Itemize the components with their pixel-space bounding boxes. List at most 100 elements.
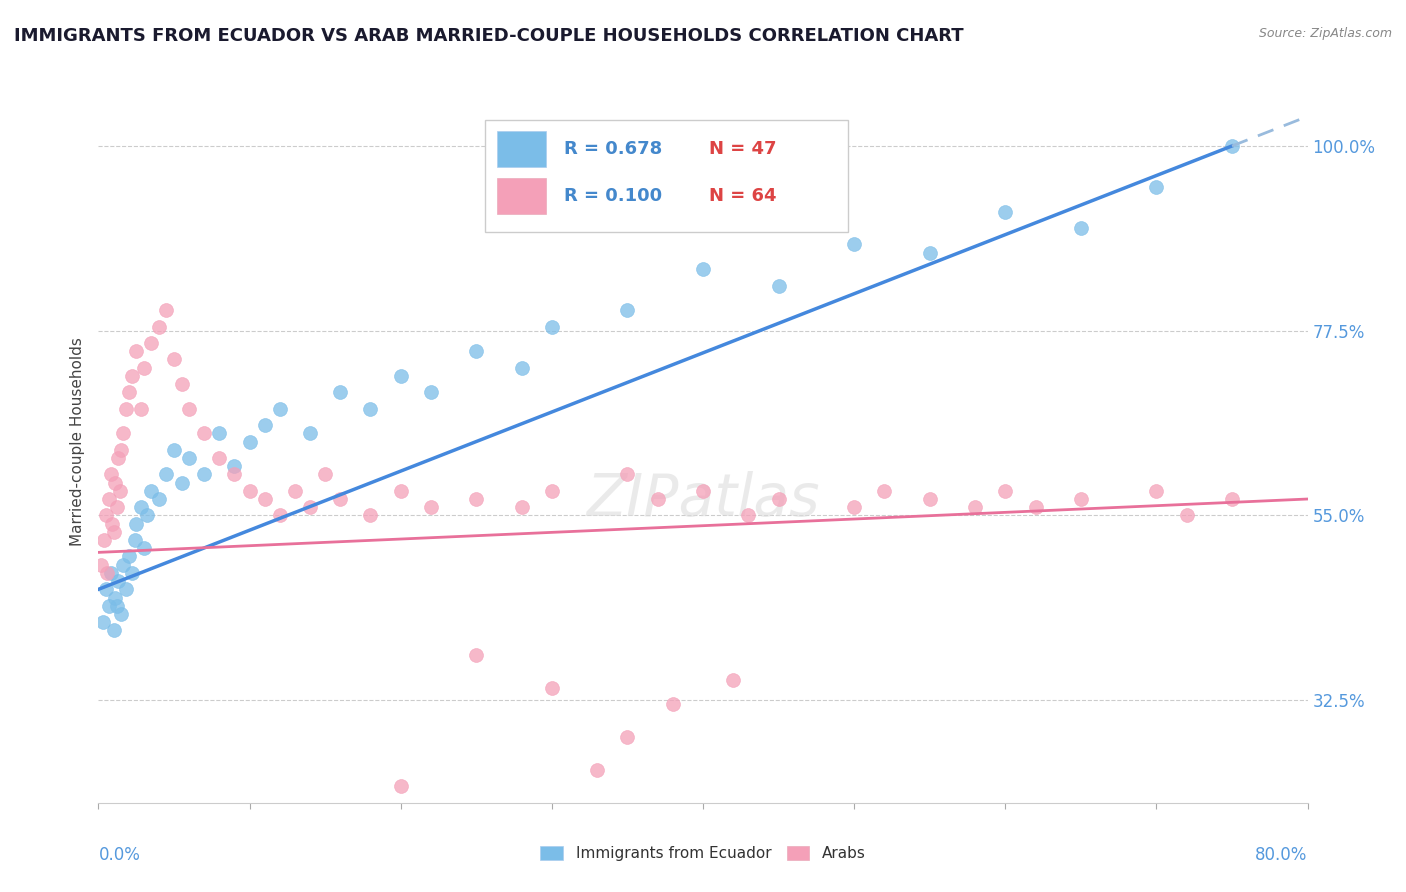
Point <box>90 558 112 572</box>
Point <box>540 681 562 695</box>
Point <box>389 483 412 498</box>
Point <box>616 303 638 318</box>
Point <box>224 467 246 482</box>
Point <box>208 426 231 441</box>
Point <box>465 491 488 506</box>
Point <box>104 591 127 605</box>
Point <box>239 483 262 498</box>
Point <box>118 549 141 564</box>
Point <box>284 483 307 498</box>
Point <box>1024 500 1046 515</box>
Point <box>100 566 122 580</box>
Point <box>844 500 866 515</box>
Point <box>105 500 128 515</box>
Point <box>93 533 115 547</box>
Point <box>586 763 609 777</box>
Point <box>94 582 117 597</box>
Point <box>465 344 488 359</box>
Point <box>616 730 638 744</box>
Point <box>163 442 186 457</box>
Point <box>389 368 412 383</box>
Point <box>111 558 134 572</box>
Point <box>148 319 170 334</box>
Point <box>239 434 262 449</box>
Point <box>163 352 186 367</box>
Legend: Immigrants from Ecuador, Arabs: Immigrants from Ecuador, Arabs <box>534 840 872 867</box>
Point <box>129 500 152 515</box>
Point <box>108 483 131 498</box>
Point <box>179 401 201 416</box>
Point <box>1220 139 1243 153</box>
Point <box>844 237 866 252</box>
Text: ZIPatlas: ZIPatlas <box>586 471 820 528</box>
Point <box>114 401 136 416</box>
Point <box>132 360 155 375</box>
Point <box>96 566 118 580</box>
Point <box>465 648 488 662</box>
Point <box>179 450 201 465</box>
Point <box>1175 508 1198 523</box>
Point <box>101 516 124 531</box>
FancyBboxPatch shape <box>498 131 546 167</box>
Point <box>314 467 336 482</box>
Point <box>98 599 121 613</box>
Point <box>768 278 790 293</box>
Point <box>540 483 562 498</box>
Point <box>208 450 231 465</box>
Point <box>389 780 412 794</box>
Point <box>540 319 562 334</box>
Point <box>1070 491 1092 506</box>
Text: N = 64: N = 64 <box>709 187 776 205</box>
Point <box>510 360 533 375</box>
Point <box>224 459 246 474</box>
Point <box>723 673 745 687</box>
Point <box>360 401 382 416</box>
Point <box>91 615 114 630</box>
Point <box>420 385 443 400</box>
Point <box>737 508 759 523</box>
Point <box>1220 491 1243 506</box>
Point <box>110 442 132 457</box>
Point <box>253 418 276 433</box>
Point <box>107 450 129 465</box>
Point <box>148 491 170 506</box>
Point <box>155 467 177 482</box>
Point <box>193 426 215 441</box>
Point <box>155 303 177 318</box>
Point <box>994 483 1017 498</box>
Y-axis label: Married-couple Households: Married-couple Households <box>69 337 84 546</box>
Point <box>100 467 122 482</box>
Point <box>94 508 117 523</box>
Text: 0.0%: 0.0% <box>98 847 141 864</box>
Text: R = 0.100: R = 0.100 <box>564 187 662 205</box>
Text: N = 47: N = 47 <box>709 140 776 158</box>
Point <box>111 426 134 441</box>
Point <box>135 508 157 523</box>
Point <box>98 491 121 506</box>
Point <box>873 483 896 498</box>
Point <box>110 607 132 621</box>
Point <box>170 377 193 392</box>
Point <box>125 516 148 531</box>
Point <box>103 624 125 638</box>
Text: Source: ZipAtlas.com: Source: ZipAtlas.com <box>1258 27 1392 40</box>
Point <box>107 574 129 588</box>
Point <box>170 475 193 490</box>
Point <box>768 491 790 506</box>
Point <box>918 245 941 260</box>
Point <box>253 491 276 506</box>
Point <box>1146 180 1168 194</box>
Point <box>299 426 322 441</box>
Point <box>121 566 143 580</box>
Point <box>129 401 152 416</box>
Point <box>329 491 352 506</box>
Point <box>193 467 215 482</box>
Point <box>965 500 987 515</box>
Point <box>299 500 322 515</box>
Point <box>1146 483 1168 498</box>
Point <box>360 508 382 523</box>
Point <box>125 344 148 359</box>
Point <box>510 500 533 515</box>
Point <box>132 541 155 556</box>
Point <box>105 599 128 613</box>
